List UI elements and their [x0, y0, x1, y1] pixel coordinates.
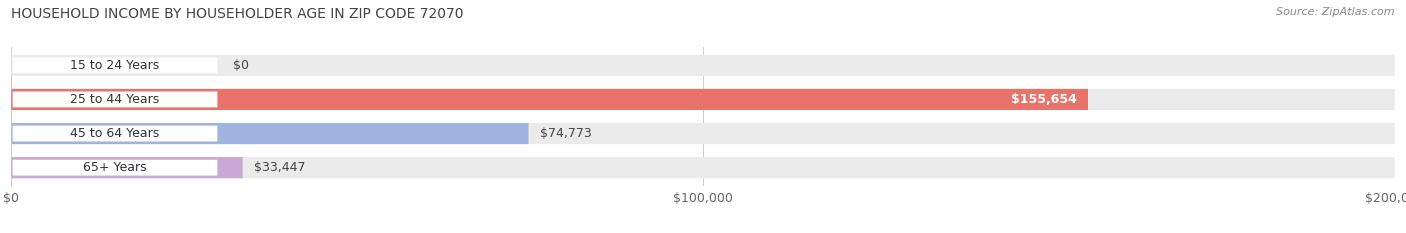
Text: $74,773: $74,773 — [540, 127, 592, 140]
FancyBboxPatch shape — [13, 57, 218, 73]
Text: $0: $0 — [232, 59, 249, 72]
Text: $33,447: $33,447 — [253, 161, 305, 174]
FancyBboxPatch shape — [11, 55, 1395, 76]
FancyBboxPatch shape — [11, 157, 1395, 178]
FancyBboxPatch shape — [11, 157, 243, 178]
FancyBboxPatch shape — [13, 92, 218, 107]
Text: HOUSEHOLD INCOME BY HOUSEHOLDER AGE IN ZIP CODE 72070: HOUSEHOLD INCOME BY HOUSEHOLDER AGE IN Z… — [11, 7, 464, 21]
FancyBboxPatch shape — [11, 123, 1395, 144]
Text: 15 to 24 Years: 15 to 24 Years — [70, 59, 160, 72]
FancyBboxPatch shape — [13, 160, 218, 176]
Text: 25 to 44 Years: 25 to 44 Years — [70, 93, 160, 106]
Text: Source: ZipAtlas.com: Source: ZipAtlas.com — [1277, 7, 1395, 17]
FancyBboxPatch shape — [11, 89, 1395, 110]
FancyBboxPatch shape — [11, 89, 1088, 110]
FancyBboxPatch shape — [11, 123, 529, 144]
Text: 45 to 64 Years: 45 to 64 Years — [70, 127, 160, 140]
Text: $155,654: $155,654 — [1011, 93, 1077, 106]
Text: 65+ Years: 65+ Years — [83, 161, 146, 174]
FancyBboxPatch shape — [13, 126, 218, 141]
